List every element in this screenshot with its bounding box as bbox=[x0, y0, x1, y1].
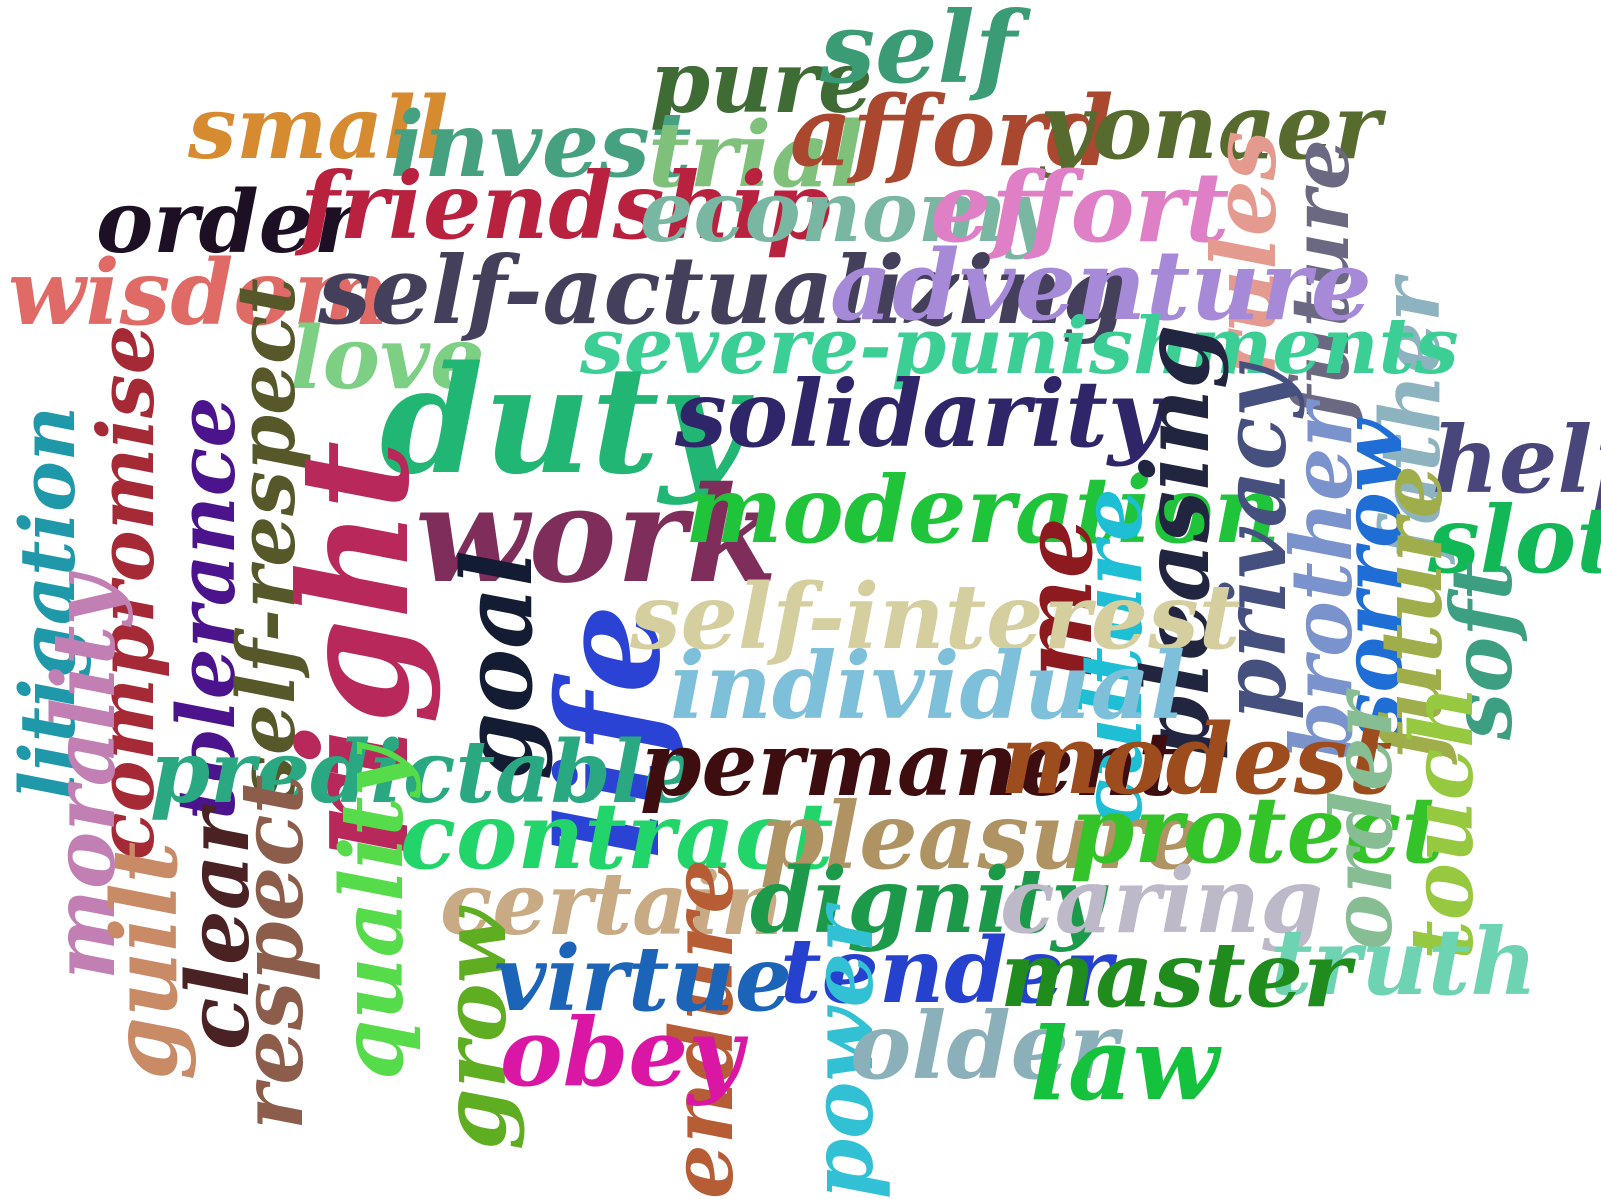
word-small: small bbox=[188, 78, 449, 179]
word-obey: obey bbox=[500, 998, 743, 1108]
word-love: love bbox=[290, 308, 485, 409]
word-respect: respect bbox=[222, 774, 323, 1130]
word-protect: protect bbox=[1070, 776, 1444, 884]
word-permanent: permanent bbox=[640, 712, 1179, 816]
word-severe-punishments: severe-punishments bbox=[580, 301, 1459, 392]
word-master: master bbox=[1000, 922, 1351, 1028]
word-duty: duty bbox=[380, 333, 746, 507]
word-yonaer: yonaer bbox=[1040, 74, 1381, 180]
word-modest: modest bbox=[1000, 703, 1393, 816]
word-work: work bbox=[415, 458, 778, 613]
word-dignity: dignity bbox=[750, 848, 1104, 954]
word-solidarity: solidarity bbox=[675, 360, 1162, 468]
word-effort: effort bbox=[930, 151, 1230, 264]
word-trial: trial bbox=[648, 102, 864, 208]
word-self-interest: self-interest bbox=[630, 564, 1241, 670]
word-moderation: moderation bbox=[685, 456, 1281, 564]
word-wisdom: wisdom bbox=[8, 240, 389, 346]
word-adventure: adventure bbox=[830, 229, 1372, 342]
word-self-actualizing: self-actualizing bbox=[318, 236, 1128, 346]
word-invest: invest bbox=[390, 92, 692, 198]
word-contract: contract bbox=[400, 782, 834, 890]
word-order: order bbox=[96, 172, 359, 273]
word-friendship: friendship bbox=[300, 152, 831, 260]
word-self: self bbox=[820, 0, 1017, 106]
word-guilt: guilt bbox=[92, 841, 198, 1080]
word-certain: certain bbox=[440, 854, 784, 955]
word-predictable: predictable bbox=[150, 722, 699, 823]
word-virtue: virtue bbox=[494, 926, 793, 1032]
word-help: help bbox=[1432, 406, 1601, 514]
word-slot: slot bbox=[1428, 486, 1601, 594]
word-individual: individual bbox=[670, 632, 1186, 740]
word-law: law bbox=[1030, 1005, 1219, 1123]
word-tender: tender bbox=[780, 918, 1112, 1024]
word-truth: truth bbox=[1270, 908, 1538, 1016]
word-older: older bbox=[850, 992, 1118, 1100]
word-pleasure: pleasure bbox=[760, 782, 1204, 890]
word-caring: caring bbox=[1000, 848, 1324, 954]
word-pure: pure bbox=[650, 32, 873, 133]
word-afford: afford bbox=[790, 75, 1114, 188]
word-economy: economy bbox=[640, 162, 1056, 261]
